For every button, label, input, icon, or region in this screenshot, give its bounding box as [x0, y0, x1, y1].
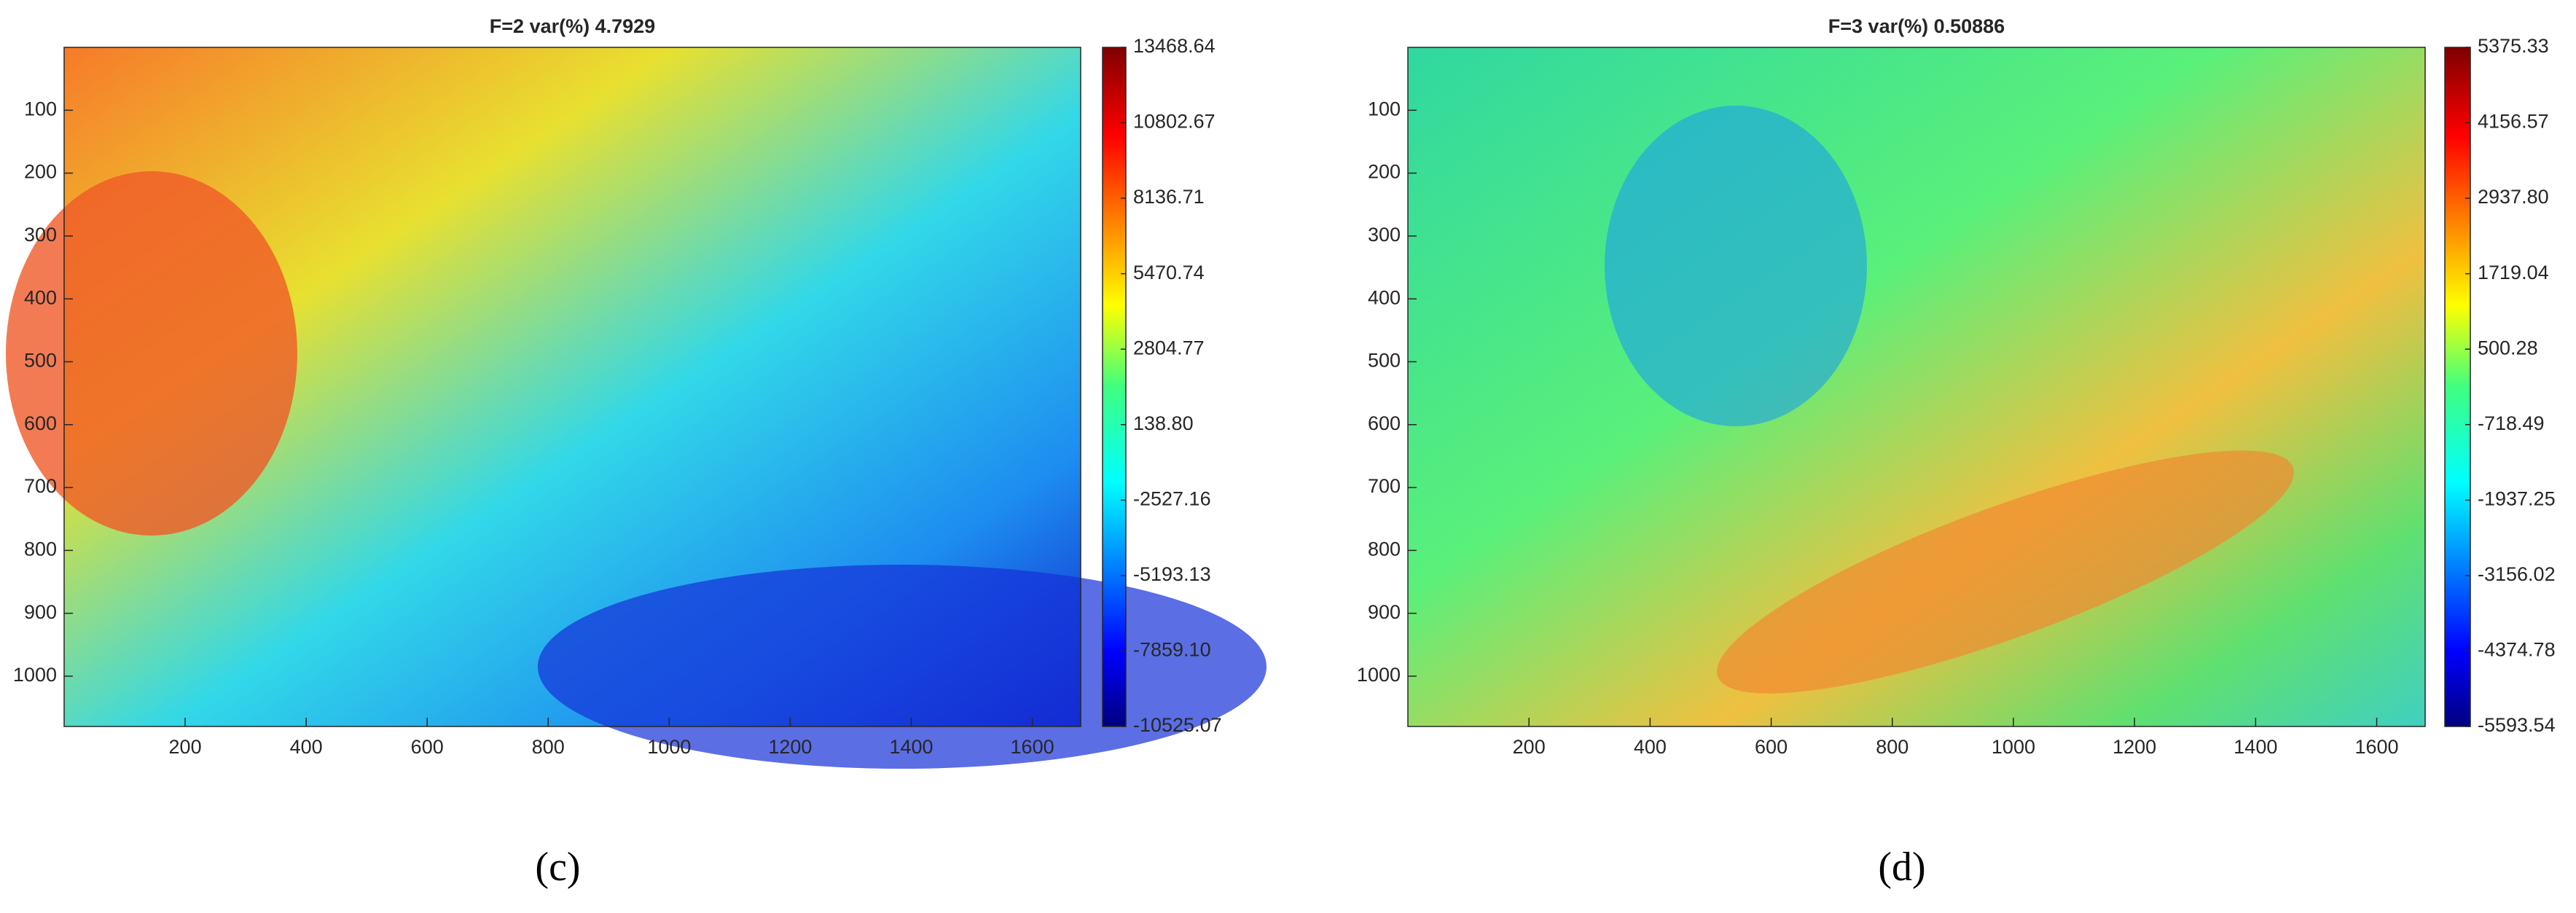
y-tick-label: 200 [24, 161, 57, 183]
colorbar [1102, 47, 1127, 727]
y-tick-label: 1000 [13, 664, 57, 686]
colorbar [2444, 47, 2471, 727]
heatmap-region [538, 565, 1267, 769]
colorbar-tick-label: 10802.67 [1133, 111, 1215, 133]
colorbar-tick-label: 8136.71 [1133, 186, 1205, 208]
y-tick-label: 400 [1368, 286, 1401, 308]
colorbar-tick-label: -718.49 [2478, 412, 2545, 434]
chart-title: F=2 var(%) 4.7929 [490, 15, 655, 37]
colorbar-tick-label: 1719.04 [2478, 262, 2549, 283]
chart-title: F=3 var(%) 0.50886 [1828, 15, 2005, 37]
y-tick-label: 900 [24, 601, 57, 623]
x-tick-label: 600 [411, 736, 444, 758]
colorbar-tick-label: -7859.10 [1133, 639, 1211, 661]
colorbar-tick-label: 5470.74 [1133, 262, 1205, 283]
x-tick-label: 1400 [2234, 736, 2277, 758]
y-tick-label: 600 [24, 412, 57, 434]
heatmap-region [6, 171, 297, 536]
heatmap-region [1717, 450, 2294, 694]
colorbar-tick-label: -2527.16 [1133, 487, 1211, 509]
x-tick-label: 1400 [889, 736, 933, 758]
x-tick-label: 1600 [1011, 736, 1054, 758]
y-tick-label: 900 [1368, 601, 1401, 623]
colorbar-tick-label: -1937.25 [2478, 487, 2556, 509]
x-tick-label: 200 [169, 736, 202, 758]
colorbar-tick-label: 500.28 [2478, 337, 2538, 358]
colorbar-tick-label: 138.80 [1133, 412, 1194, 434]
y-tick-label: 300 [24, 224, 57, 246]
x-tick-label: 1200 [768, 736, 812, 758]
colorbar-tick-label: 4156.57 [2478, 111, 2549, 133]
panel-caption: (d) [1878, 845, 1925, 890]
y-tick-label: 600 [1368, 412, 1401, 434]
colorbar-tick-label: 13468.64 [1133, 35, 1215, 57]
colorbar-tick-label: 2937.80 [2478, 186, 2549, 208]
y-tick-label: 100 [24, 98, 57, 119]
colorbar-tick-label: -10525.07 [1133, 714, 1222, 736]
heatmap-region [1605, 106, 1867, 426]
x-tick-label: 1000 [1992, 736, 2035, 758]
panel-caption: (c) [535, 845, 580, 890]
colorbar-tick-label: -4374.78 [2478, 639, 2556, 661]
y-tick-label: 300 [1368, 224, 1401, 246]
x-tick-label: 1000 [647, 736, 691, 758]
x-tick-label: 1200 [2113, 736, 2156, 758]
colorbar-tick-label: -5593.54 [2478, 714, 2556, 736]
axes-frame [1407, 47, 2426, 727]
x-tick-label: 800 [532, 736, 565, 758]
y-tick-label: 800 [1368, 538, 1401, 560]
y-tick-label: 200 [1368, 161, 1401, 183]
y-tick-label: 500 [24, 350, 57, 372]
y-tick-label: 400 [24, 286, 57, 308]
y-tick-label: 1000 [1357, 664, 1401, 686]
x-tick-label: 200 [1513, 736, 1546, 758]
colorbar-tick-label: 2804.77 [1133, 337, 1205, 358]
y-tick-label: 800 [24, 538, 57, 560]
colorbar-tick-label: -3156.02 [2478, 563, 2556, 585]
y-tick-label: 700 [24, 475, 57, 497]
x-tick-label: 400 [290, 736, 323, 758]
y-tick-label: 100 [1368, 98, 1401, 119]
x-tick-label: 600 [1755, 736, 1788, 758]
colorbar-tick-label: 5375.33 [2478, 35, 2549, 57]
axes-frame [63, 47, 1081, 727]
x-tick-label: 400 [1634, 736, 1667, 758]
y-tick-label: 700 [1368, 475, 1401, 497]
y-tick-label: 500 [1368, 350, 1401, 372]
x-tick-label: 800 [1876, 736, 1908, 758]
x-tick-label: 1600 [2354, 736, 2398, 758]
colorbar-tick-label: -5193.13 [1133, 563, 1211, 585]
